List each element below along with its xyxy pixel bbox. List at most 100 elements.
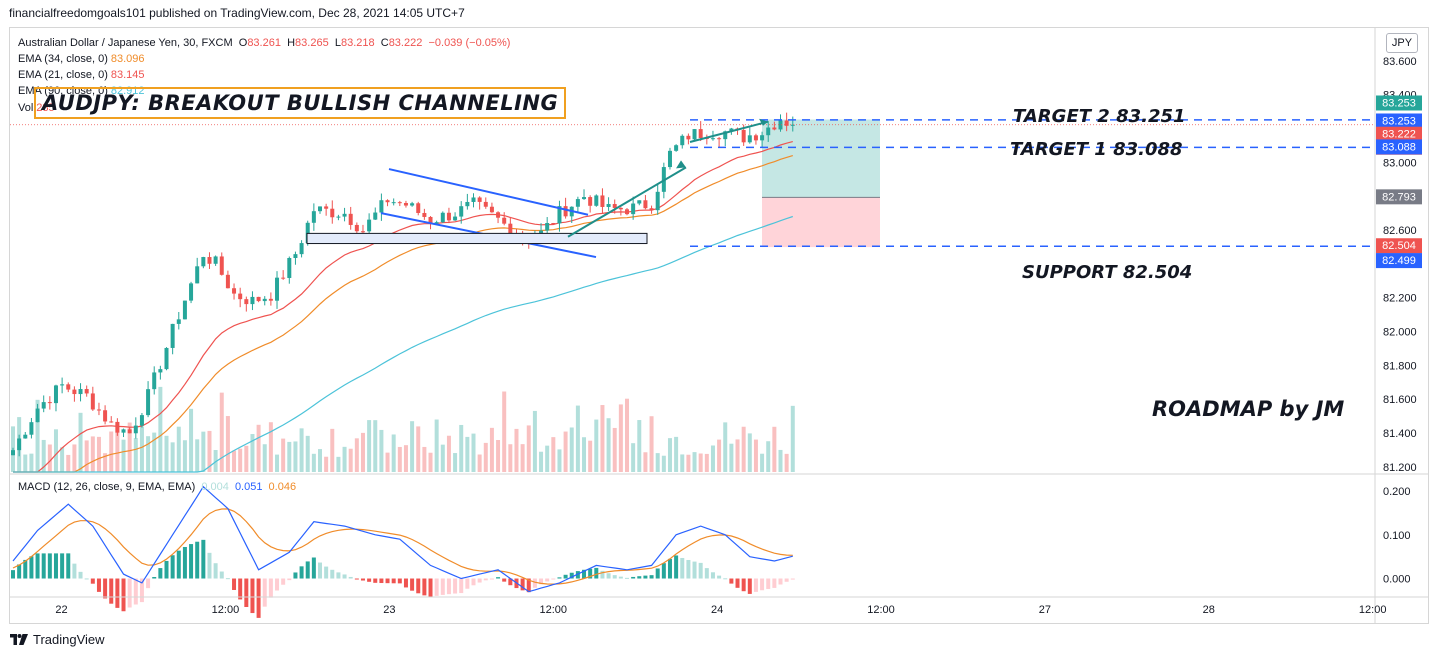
- macd-histogram-bar: [176, 550, 181, 579]
- volume-bar: [391, 434, 396, 472]
- candle-body: [262, 298, 267, 302]
- volume-bar: [367, 420, 372, 472]
- macd-histogram-bar: [471, 578, 476, 586]
- macd-histogram-bar: [637, 576, 642, 579]
- volume-bar: [717, 439, 722, 472]
- candle-body: [103, 410, 108, 422]
- macd-histogram-bar: [704, 568, 709, 579]
- volume-bar: [250, 434, 255, 472]
- close-value: 83.222: [388, 37, 423, 49]
- candle-body: [275, 277, 280, 301]
- candle-body: [729, 128, 734, 132]
- macd-histogram-bar: [563, 574, 568, 579]
- volume-bar: [182, 440, 187, 472]
- macd-histogram-bar: [158, 568, 163, 579]
- macd-histogram-bar: [66, 553, 71, 579]
- target1-annotation[interactable]: TARGET 1 83.088: [1010, 139, 1183, 160]
- ema21-legend[interactable]: EMA (21, close, 0) 83.145: [18, 67, 145, 83]
- macd-histogram-bar: [557, 577, 562, 579]
- volume-bar: [655, 453, 660, 472]
- macd-histogram-bar: [262, 578, 267, 607]
- volume-bar: [385, 452, 390, 472]
- macd-histogram-bar: [680, 557, 685, 579]
- candle-body: [158, 369, 163, 373]
- candle-body: [410, 203, 415, 206]
- candle-body: [146, 389, 151, 416]
- volume-bar: [686, 454, 691, 472]
- macd-histogram-bar: [164, 560, 169, 579]
- macd-histogram-bar: [790, 578, 795, 580]
- chart-frame[interactable]: [9, 27, 1429, 624]
- macd-histogram-bar: [625, 577, 629, 579]
- candle-body: [219, 256, 224, 275]
- candle-body: [164, 347, 169, 370]
- volume-bar: [692, 452, 697, 472]
- candle-body: [330, 208, 335, 218]
- footer-brand[interactable]: TradingView: [10, 632, 105, 647]
- candle-body: [299, 243, 304, 255]
- volume-bar: [631, 443, 636, 472]
- breakout-arrowhead-2: [759, 118, 768, 126]
- macd-histogram-bar: [710, 572, 715, 579]
- macd-histogram-bar: [496, 577, 501, 579]
- ema90-line: [13, 215, 793, 473]
- volume-label: Vol: [18, 102, 34, 114]
- macd-histogram-bar: [78, 571, 83, 579]
- volume-bar: [96, 436, 101, 472]
- macd-histogram-bar: [324, 566, 329, 579]
- volume-bar: [84, 440, 89, 472]
- volume-bar: [606, 418, 611, 472]
- volume-bar: [416, 426, 421, 472]
- volume-bar: [477, 454, 482, 472]
- volume-bar: [262, 444, 267, 472]
- volume-bar: [594, 419, 599, 472]
- macd-histogram-bar: [729, 578, 734, 584]
- macd-histogram-bar: [35, 553, 40, 579]
- price-tick-label: 82.200: [1383, 293, 1417, 305]
- volume-bar: [78, 412, 83, 472]
- volume-bar: [354, 438, 359, 472]
- symbol-legend[interactable]: Australian Dollar / Japanese Yen, 30, FX…: [18, 35, 510, 51]
- time-tick-label: 12:00: [539, 604, 567, 616]
- macd-histogram-bar: [778, 578, 783, 585]
- volume-bar: [90, 436, 95, 472]
- roadmap-annotation[interactable]: ROADMAP by JM: [1152, 397, 1345, 421]
- volume-bar: [342, 446, 347, 472]
- candle-body: [618, 207, 623, 210]
- macd-histogram-bar: [29, 556, 34, 579]
- target2-annotation[interactable]: TARGET 2 83.251: [1013, 106, 1186, 127]
- volume-legend[interactable]: Vol 285: [18, 100, 55, 116]
- symbol-name[interactable]: Australian Dollar / Japanese Yen, 30, FX…: [18, 37, 233, 49]
- macd-histogram-bar: [275, 578, 280, 591]
- support-annotation[interactable]: SUPPORT 82.504: [1022, 262, 1193, 283]
- macd-legend[interactable]: MACD (12, 26, close, 9, EMA, EMA) 0.004 …: [18, 479, 296, 495]
- macd-histogram-bar: [17, 564, 22, 579]
- volume-bar: [514, 428, 519, 472]
- chart-title-annotation[interactable]: AUDJPY: BREAKOUT BULLISH CHANNELING: [34, 87, 567, 119]
- volume-bar: [281, 438, 286, 472]
- macd-histogram-bar: [330, 569, 335, 579]
- currency-button[interactable]: JPY: [1386, 33, 1418, 53]
- macd-histogram-bar: [133, 578, 138, 605]
- volume-bar: [66, 454, 71, 472]
- candle-body: [41, 402, 46, 409]
- macd-histogram-bar: [606, 573, 611, 579]
- macd-histogram-bar: [434, 578, 439, 596]
- candle-body: [655, 191, 660, 211]
- ema34-legend[interactable]: EMA (34, close, 0) 83.096: [18, 51, 145, 67]
- candle-body: [667, 150, 672, 168]
- candle-body: [446, 212, 451, 221]
- macd-histogram-bar: [225, 578, 230, 580]
- macd-histogram-bar: [532, 578, 537, 588]
- candle-body: [710, 138, 715, 140]
- macd-histogram-bar: [103, 578, 108, 599]
- volume-bar: [146, 436, 151, 472]
- candle-body: [643, 200, 648, 209]
- high-value: 83.265: [295, 37, 329, 49]
- time-tick-label: 27: [1039, 604, 1051, 616]
- open-value: 83.261: [247, 37, 281, 49]
- candle-body: [489, 206, 494, 213]
- macd-histogram-bar: [655, 568, 660, 579]
- macd-histogram-bar: [588, 568, 593, 579]
